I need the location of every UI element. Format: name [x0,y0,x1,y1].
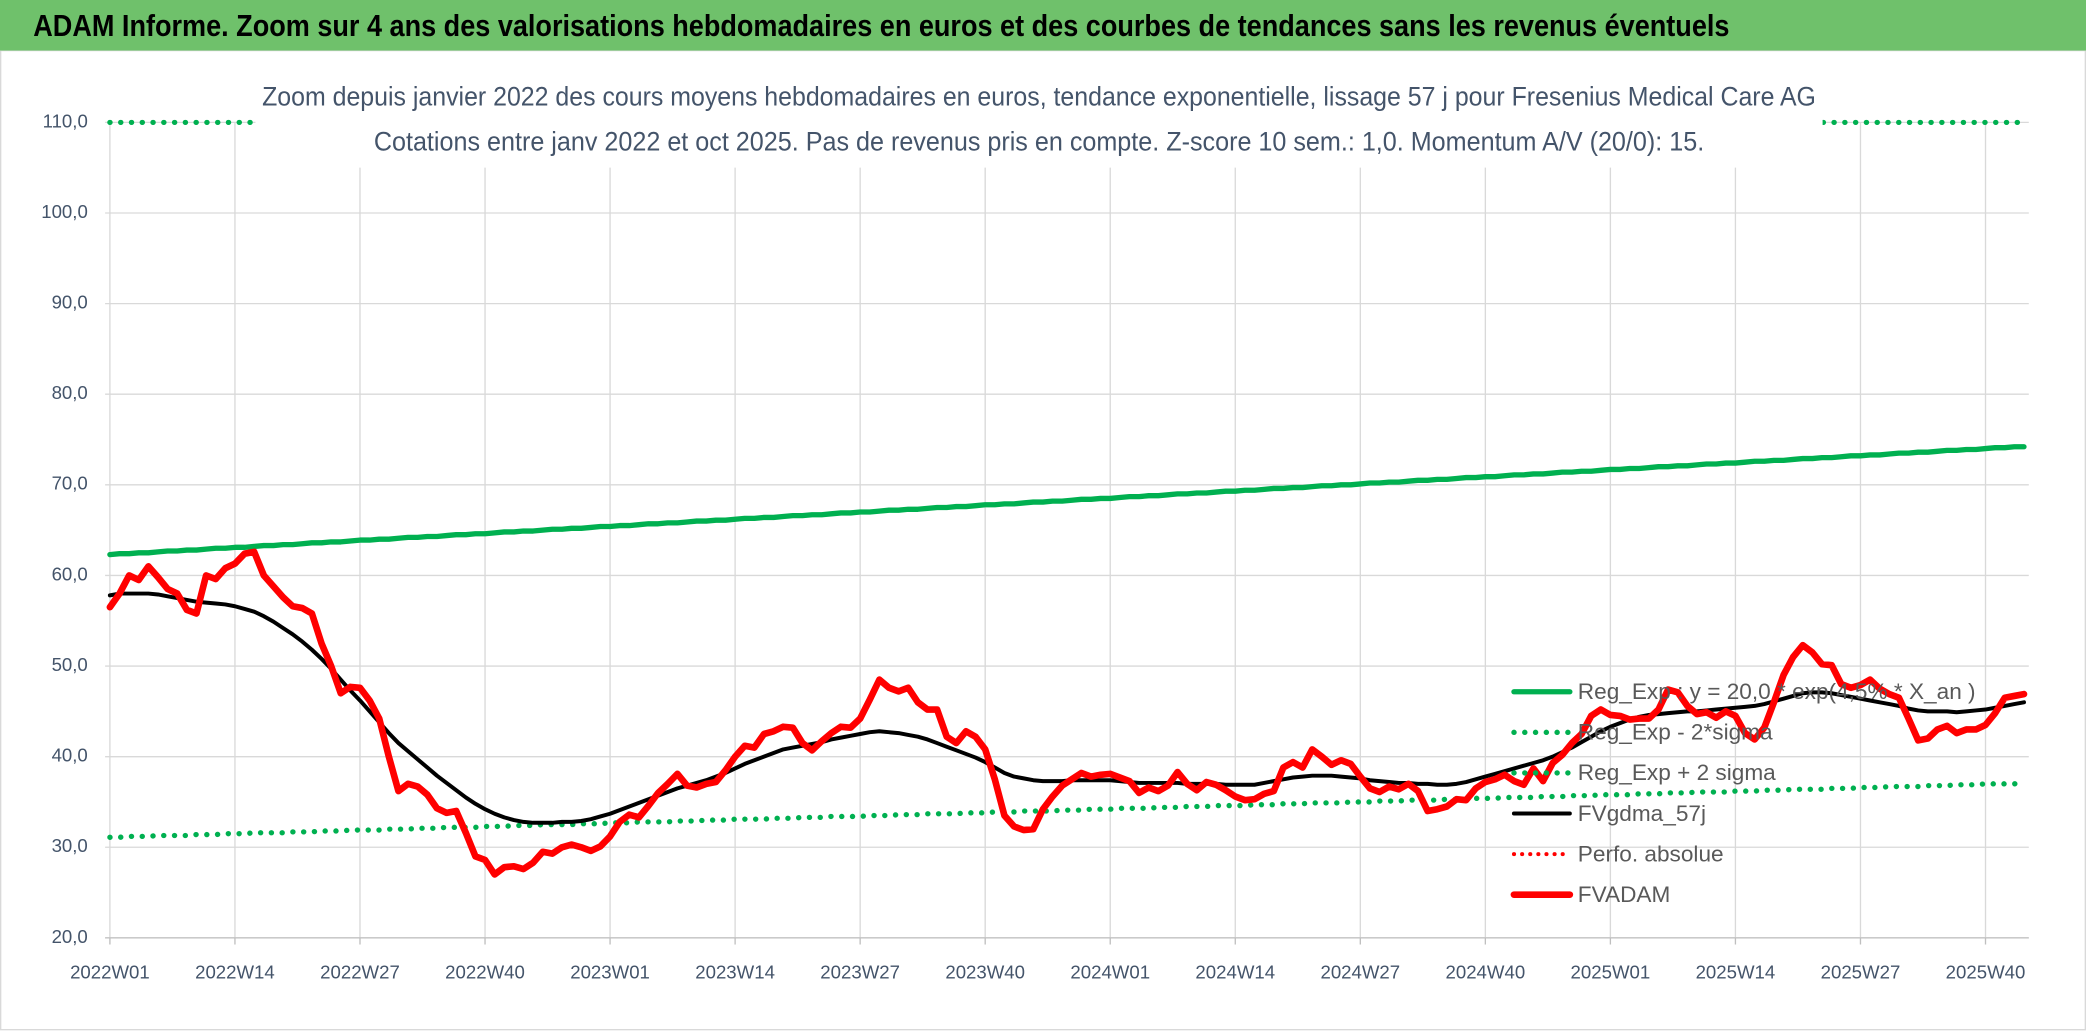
x-tick-label: 2022W40 [445,962,525,983]
y-tick-label: 20,0 [52,926,88,947]
series-line [107,444,2027,558]
legend-label: Reg_Exp : y = 20,0 * exp(4,5% * X_an ) [1578,679,1976,704]
y-tick-label: 100,0 [41,201,88,222]
y-tick-label: 60,0 [52,563,88,584]
x-tick-label: 2025W01 [1571,962,1651,983]
x-tick-label: 2025W40 [1946,962,2026,983]
x-tick-label: 2024W40 [1446,962,1526,983]
x-tick-label: 2023W14 [695,962,775,983]
x-tick-label: 2023W40 [945,962,1025,983]
header-bar [0,0,2086,51]
legend-label: FVgdma_57j [1578,801,1706,826]
series-line [107,780,2027,840]
chart-title: Zoom depuis janvier 2022 des cours moyen… [262,81,1816,111]
y-tick-label: 70,0 [52,473,88,494]
y-tick-label: 30,0 [52,835,88,856]
legend: Reg_Exp : y = 20,0 * exp(4,5% * X_an ) Re… [1510,679,1976,907]
x-tick-label: 2025W14 [1696,962,1776,983]
y-tick-label: 50,0 [52,654,88,675]
legend-label: FVADAM [1578,882,1671,907]
x-tick-label: 2023W27 [820,962,900,983]
series-line [106,548,2028,878]
title-box [255,74,1823,168]
titles: Zoom depuis janvier 2022 des cours moyen… [255,74,1823,168]
legend-label: Reg_Exp + 2 sigma [1578,760,1776,785]
legend-label: Reg_Exp - 2*sigma [1578,720,1773,745]
legend-label: Perfo. absolue [1578,841,1724,866]
x-tick-label: 2022W27 [320,962,400,983]
header: ADAM Informe. Zoom sur 4 ans des valoris… [33,9,1729,43]
x-tick-label: 2025W27 [1821,962,1901,983]
y-tick-label: 80,0 [52,382,88,403]
y-tick-label: 110,0 [43,110,88,131]
y-tick-label: 90,0 [52,292,88,313]
x-tick-label: 2024W27 [1320,962,1400,983]
y-tick-label: 40,0 [52,745,88,766]
x-tick-label: 2023W01 [570,962,650,983]
x-tick-label: 2024W14 [1195,962,1275,983]
grid: 20,0 30,0 40,0 50,0 60,0 70,0 80,0 90,0 100,0 110… [41,110,2029,983]
chart-subtitle: Cotations entre janv 2022 et oct 2025. P… [374,127,1704,157]
x-tick-label: 2022W01 [70,962,150,983]
x-tick-label: 2022W14 [195,962,275,983]
x-tick-label: 2024W01 [1070,962,1150,983]
